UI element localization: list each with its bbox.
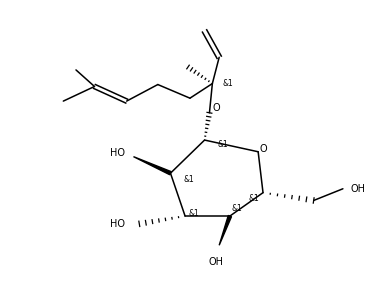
Text: OH: OH [209, 257, 224, 267]
Text: O: O [259, 144, 267, 154]
Text: OH: OH [351, 184, 366, 194]
Text: &1: &1 [249, 194, 259, 203]
Polygon shape [134, 157, 171, 175]
Text: &1: &1 [222, 79, 233, 88]
Text: HO: HO [110, 148, 125, 158]
Polygon shape [219, 215, 232, 245]
Text: HO: HO [110, 219, 125, 229]
Text: &1: &1 [183, 174, 194, 184]
Text: &1: &1 [188, 209, 199, 218]
Text: &1: &1 [232, 204, 243, 213]
Text: &1: &1 [217, 141, 228, 149]
Text: O: O [212, 103, 220, 113]
